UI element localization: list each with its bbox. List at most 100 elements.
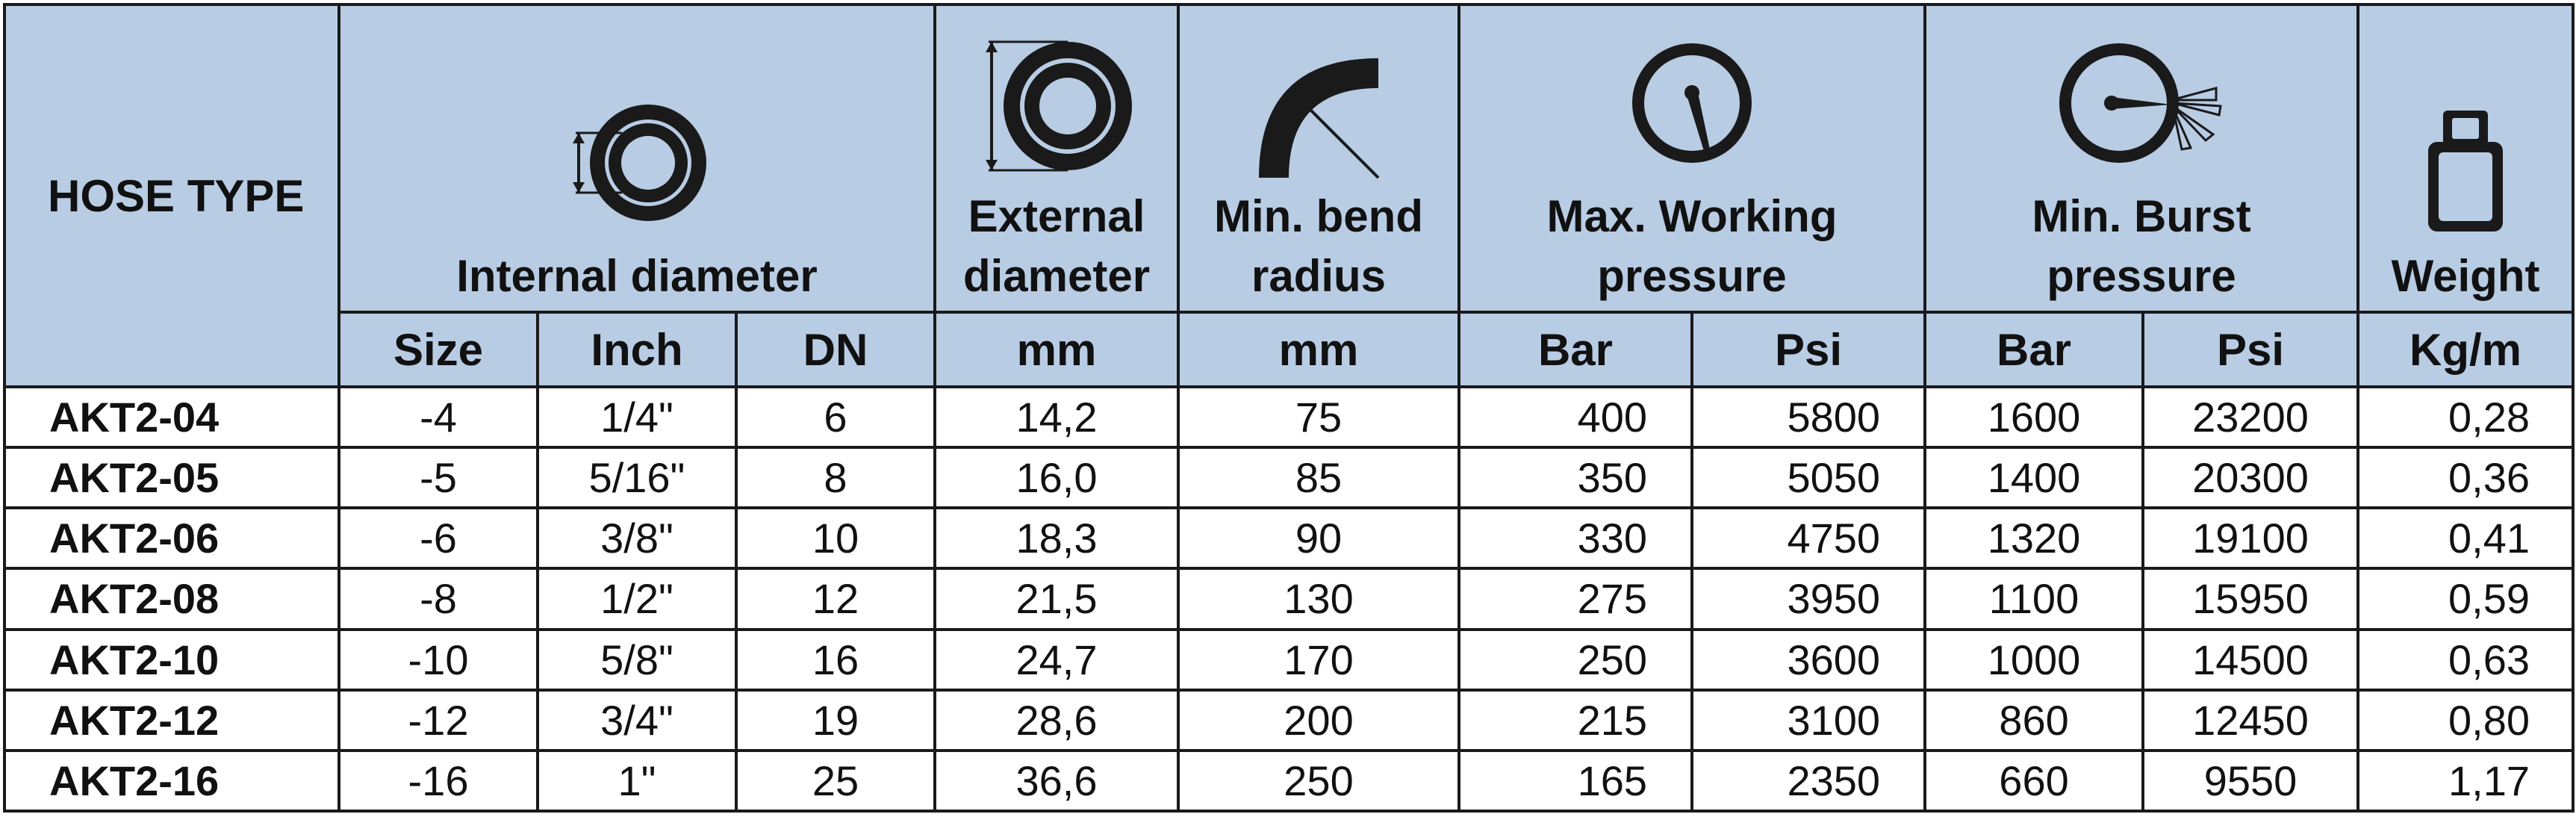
burst-bar-cell: 1400	[1923, 446, 2145, 510]
bend-radius-icon	[1180, 15, 1457, 187]
ext-diameter-cell: 18,3	[933, 506, 1180, 571]
size-cell: -16	[337, 748, 539, 813]
inch-cell: 5/16"	[536, 446, 738, 510]
min-bend-radius-header: Min. bend radius	[1177, 3, 1460, 314]
hose-type-cell: AKT2-10	[3, 627, 340, 692]
external-diameter-label-1: External	[968, 191, 1145, 241]
unit-work-psi: Psi	[1690, 311, 1927, 388]
internal-diameter-header: Internal diameter	[337, 3, 936, 312]
work-bar-cell: 400	[1457, 385, 1693, 450]
burst-gauge-icon	[1926, 15, 2356, 187]
work-psi-cell: 2350	[1690, 748, 1927, 813]
bend-radius-cell: 75	[1177, 385, 1460, 450]
external-diameter-header: External diameter	[933, 3, 1180, 314]
bend-radius-cell: 90	[1177, 506, 1460, 571]
table-row: AKT2-12 -12 3/4" 19 28,6 200 215 3100 86…	[3, 688, 2575, 752]
ext-diameter-cell: 36,6	[933, 748, 1180, 813]
table-row: AKT2-10 -10 5/8" 16 24,7 170 250 3600 10…	[3, 627, 2575, 692]
max-working-pressure-header: Max. Working pressure	[1457, 3, 1927, 314]
burst-psi-cell: 19100	[2141, 506, 2360, 571]
inch-cell: 1/2"	[536, 567, 738, 631]
size-cell: -10	[337, 627, 539, 692]
table-row: AKT2-16 -16 1" 25 36,6 250 165 2350 660 …	[3, 748, 2575, 813]
table-header: HOSE TYPE Internal diameter	[3, 3, 2575, 388]
work-bar-cell: 165	[1457, 748, 1693, 813]
max-working-label-2: pressure	[1597, 251, 1787, 301]
table-row: AKT2-05 -5 5/16" 8 16,0 85 350 5050 1400…	[3, 446, 2575, 510]
work-bar-cell: 275	[1457, 567, 1693, 631]
dn-cell: 8	[735, 446, 936, 510]
inch-cell: 3/8"	[536, 506, 738, 571]
weight-label: Weight	[2391, 251, 2540, 301]
unit-burst-bar: Bar	[1923, 311, 2145, 388]
unit-dn: DN	[735, 311, 936, 388]
unit-size: Size	[337, 311, 539, 388]
table-row: AKT2-04 -4 1/4" 6 14,2 75 400 5800 1600 …	[3, 385, 2575, 450]
work-psi-cell: 3600	[1690, 627, 1927, 692]
burst-bar-cell: 1320	[1923, 506, 2145, 571]
dn-cell: 25	[735, 748, 936, 813]
external-diameter-label-2: diameter	[962, 251, 1151, 301]
burst-bar-cell: 1000	[1923, 627, 2145, 692]
burst-psi-cell: 20300	[2141, 446, 2360, 510]
external-diameter-icon	[936, 15, 1177, 187]
work-bar-cell: 215	[1457, 688, 1693, 752]
min-burst-label-1: Min. Burst	[2032, 191, 2251, 241]
weight-cell: 0,59	[2356, 567, 2575, 631]
hose-type-cell: AKT2-04	[3, 385, 340, 450]
burst-psi-cell: 14500	[2141, 627, 2360, 692]
weight-icon	[2359, 75, 2572, 246]
bend-radius-cell: 170	[1177, 627, 1460, 692]
weight-cell: 0,80	[2356, 688, 2575, 752]
burst-bar-cell: 860	[1923, 688, 2145, 752]
size-cell: -8	[337, 567, 539, 631]
unit-bend-mm: mm	[1177, 311, 1460, 388]
work-bar-cell: 350	[1457, 446, 1693, 510]
internal-diameter-icon	[340, 75, 933, 246]
work-psi-cell: 3950	[1690, 567, 1927, 631]
table-row: AKT2-08 -8 1/2" 12 21,5 130 275 3950 110…	[3, 567, 2575, 631]
dn-cell: 6	[735, 385, 936, 450]
hose-type-cell: AKT2-16	[3, 748, 340, 813]
bend-radius-cell: 130	[1177, 567, 1460, 631]
size-cell: -5	[337, 446, 539, 510]
weight-cell: 1,17	[2356, 748, 2575, 813]
table-body: AKT2-04 -4 1/4" 6 14,2 75 400 5800 1600 …	[3, 385, 2575, 813]
inch-cell: 5/8"	[536, 627, 738, 692]
work-bar-cell: 330	[1457, 506, 1693, 571]
hose-type-cell: AKT2-06	[3, 506, 340, 571]
unit-ext-mm: mm	[933, 311, 1180, 388]
max-working-label-1: Max. Working	[1546, 191, 1838, 241]
burst-bar-cell: 1600	[1923, 385, 2145, 450]
size-cell: -6	[337, 506, 539, 571]
burst-psi-cell: 23200	[2141, 385, 2360, 450]
dn-cell: 10	[735, 506, 936, 571]
ext-diameter-cell: 21,5	[933, 567, 1180, 631]
work-bar-cell: 250	[1457, 627, 1693, 692]
size-cell: -4	[337, 385, 539, 450]
weight-header: Weight	[2356, 3, 2575, 314]
header-unit-row: Size Inch DN mm mm Bar Psi Bar Psi Kg/m	[4, 311, 2575, 388]
bend-radius-cell: 85	[1177, 446, 1460, 510]
weight-cell: 0,63	[2356, 627, 2575, 692]
burst-psi-cell: 12450	[2141, 688, 2360, 752]
bend-radius-cell: 200	[1177, 688, 1460, 752]
work-psi-cell: 5050	[1690, 446, 1927, 510]
unit-inch: Inch	[536, 311, 738, 388]
hose-type-header: HOSE TYPE	[3, 3, 340, 388]
ext-diameter-cell: 14,2	[933, 385, 1180, 450]
min-burst-pressure-header: Min. Burst pressure	[1923, 3, 2360, 314]
weight-cell: 0,28	[2356, 385, 2575, 450]
unit-burst-psi: Psi	[2141, 311, 2360, 388]
work-psi-cell: 3100	[1690, 688, 1927, 752]
unit-work-bar: Bar	[1457, 311, 1693, 388]
hose-spec-table: HOSE TYPE Internal diameter	[3, 3, 2575, 813]
hose-type-cell: AKT2-05	[3, 446, 340, 510]
inch-cell: 1/4"	[536, 385, 738, 450]
internal-diameter-label: Internal diameter	[456, 251, 818, 301]
work-psi-cell: 5800	[1690, 385, 1927, 450]
min-bend-label-1: Min. bend	[1214, 191, 1423, 241]
burst-psi-cell: 9550	[2141, 748, 2360, 813]
unit-weight: Kg/m	[2356, 311, 2575, 388]
size-cell: -12	[337, 688, 539, 752]
